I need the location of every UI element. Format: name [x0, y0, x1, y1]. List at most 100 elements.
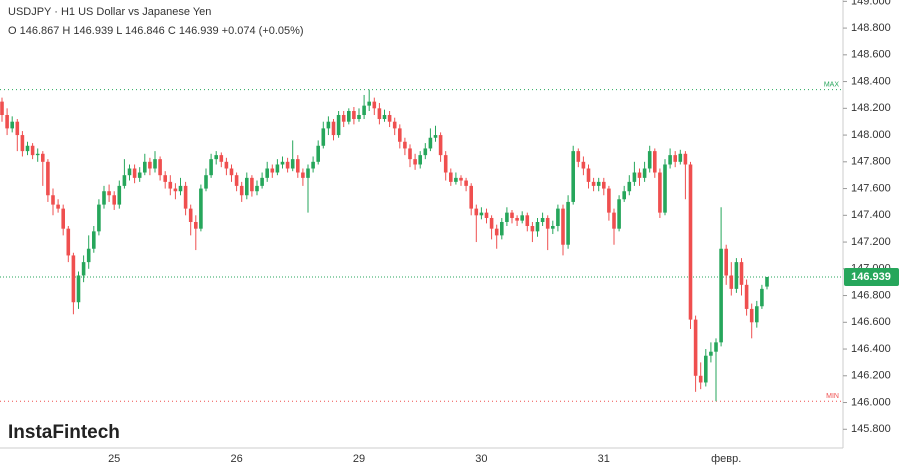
candle-body — [469, 185, 473, 209]
y-tick-label: 148.200 — [851, 102, 891, 114]
candle-body — [204, 175, 208, 189]
candle-body — [316, 145, 320, 162]
candle-body — [137, 172, 142, 178]
candle-body — [525, 215, 530, 227]
candle-body — [505, 212, 509, 222]
candle-body — [683, 153, 688, 165]
candle-body — [571, 151, 575, 202]
candle-body — [5, 115, 9, 129]
candle-body — [607, 188, 611, 213]
candle-body — [545, 217, 550, 229]
candle-body — [285, 161, 290, 169]
x-tick-label: 31 — [598, 453, 610, 465]
candle-body — [398, 128, 402, 142]
ohlc-summary: O 146.867 H 146.939 L 146.846 C 146.939 … — [8, 25, 304, 37]
y-tick-label: 149.000 — [851, 0, 891, 7]
candle-body — [693, 319, 698, 376]
candle-body — [500, 221, 504, 236]
candle-body — [484, 212, 489, 218]
candle-body — [627, 181, 632, 192]
y-tick-label: 146.200 — [851, 370, 891, 382]
candle-body — [229, 168, 234, 176]
max-label: MAX — [824, 81, 840, 88]
candle-body — [331, 121, 336, 136]
candle-body — [255, 185, 259, 192]
y-tick-label: 145.800 — [851, 423, 891, 435]
candle-body — [178, 185, 183, 192]
candle-body — [581, 161, 586, 169]
current-price-tag — [844, 267, 899, 286]
candle-body — [586, 168, 591, 182]
candle-body — [596, 181, 601, 186]
candle-body — [428, 137, 433, 149]
candle-body — [326, 121, 331, 129]
candle-body — [688, 164, 693, 320]
candle-body — [749, 308, 754, 323]
candle-body — [535, 221, 540, 232]
current-price-label: 146.939 — [851, 271, 891, 283]
candle-body — [714, 342, 718, 352]
candle-body — [612, 212, 616, 229]
candle-body — [637, 172, 642, 178]
candle-body — [653, 151, 657, 173]
candle-body — [392, 121, 397, 129]
y-tick-label: 148.800 — [851, 22, 891, 34]
y-tick-label: 148.000 — [851, 129, 891, 141]
candle-body — [51, 195, 55, 205]
y-tick-label: 148.400 — [851, 75, 891, 87]
chart-title: USDJPY · H1 US Dollar vs Japanese Yen — [8, 6, 211, 18]
candle-body — [760, 288, 764, 307]
brand-logo: InstaFintech — [8, 422, 120, 443]
candle-body — [260, 177, 264, 186]
candle-body — [107, 191, 111, 196]
candle-body — [454, 177, 458, 182]
candle-body — [153, 159, 157, 169]
candle-body — [423, 148, 428, 156]
y-tick-label: 147.200 — [851, 236, 891, 248]
candle-body — [724, 248, 728, 276]
candle-body — [311, 161, 315, 169]
y-tick-label: 147.400 — [851, 209, 891, 221]
candle-body — [92, 231, 96, 249]
y-tick-label: 146.400 — [851, 343, 891, 355]
candle-body — [698, 375, 703, 383]
candle-body — [739, 262, 744, 285]
candle-body — [464, 180, 468, 186]
x-tick-label: 29 — [353, 453, 365, 465]
candle-body — [301, 172, 305, 178]
candle-body — [433, 135, 438, 138]
candle-body — [112, 195, 116, 205]
candle-body — [479, 212, 484, 216]
candle-body — [647, 151, 652, 169]
candle-body — [290, 159, 295, 169]
candle-body — [41, 153, 45, 162]
candle-body — [709, 351, 713, 356]
candle-body — [438, 135, 443, 156]
candle-body — [668, 155, 672, 165]
candle-body — [321, 128, 326, 146]
candle-body — [413, 159, 417, 165]
candle-body — [280, 161, 285, 165]
candle-body — [46, 161, 50, 196]
candle-body — [617, 199, 621, 229]
candle-body — [387, 115, 392, 122]
candle-body — [25, 145, 30, 152]
candle-body — [765, 276, 769, 287]
candle-body — [158, 159, 162, 176]
candle-body — [357, 115, 361, 120]
candle-body — [168, 181, 173, 189]
candle-body — [10, 121, 14, 129]
candle-body — [540, 217, 545, 222]
candle-body — [188, 208, 193, 222]
candle-body — [183, 185, 188, 209]
y-tick-label: 146.000 — [851, 396, 891, 408]
candle-body — [117, 185, 122, 205]
candle-body — [102, 191, 106, 205]
candle-body — [0, 101, 4, 116]
candle-body — [148, 161, 152, 169]
candle-body — [66, 228, 71, 256]
candle-body — [489, 217, 494, 229]
candle-body — [632, 172, 637, 182]
candle-body — [347, 110, 351, 122]
candle-body — [474, 208, 479, 216]
